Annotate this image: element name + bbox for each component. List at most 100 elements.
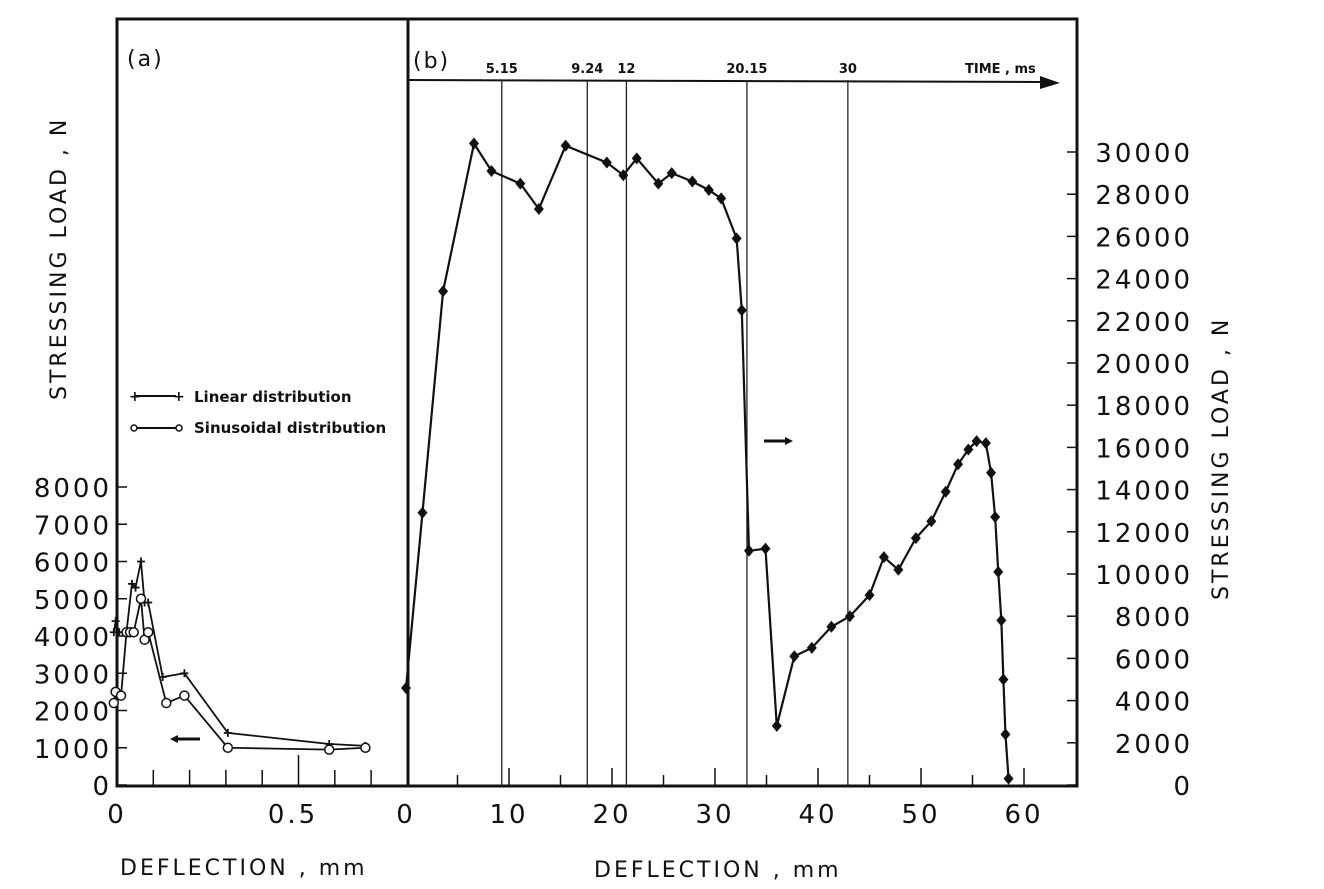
y-tick-label-b: 26000 <box>1095 223 1193 253</box>
legend-item-sinusoidal: Sinusoidal distribution <box>130 419 386 437</box>
diamond-marker <box>618 169 629 182</box>
right-x-axis-label: DEFLECTION , mm <box>594 858 842 883</box>
diamond-marker <box>515 177 526 190</box>
diamond-marker <box>1000 728 1011 741</box>
diamond-marker <box>438 285 449 298</box>
x-tick-label-b: 30 <box>695 800 734 830</box>
y-tick-label-b: 6000 <box>1115 645 1193 675</box>
y-tick-label-a: 8000 <box>34 474 112 504</box>
diamond-marker <box>486 164 497 177</box>
diamond-marker <box>826 620 837 633</box>
panel-a-axes: 0 1000 2000 3000 4000 5000 6000 7000 8000 0 0.5 <box>34 474 372 830</box>
time-marker-label: 12 <box>617 62 635 77</box>
diamond-marker <box>601 156 612 169</box>
y-tick-label-b: 14000 <box>1095 477 1193 507</box>
time-axis: TIME , ms <box>407 62 1060 89</box>
time-marker-label: 9.24 <box>571 62 603 77</box>
svg-text:+: + <box>129 389 141 405</box>
y-tick-label-a: 4000 <box>34 623 112 653</box>
time-marker-label: 30 <box>839 62 857 77</box>
diamond-marker <box>971 435 982 448</box>
diamond-marker <box>743 544 754 557</box>
left-arrow-icon <box>170 735 200 743</box>
y-tick-label-b: 20000 <box>1095 350 1193 380</box>
diamond-marker <box>998 673 1009 686</box>
series-line <box>112 598 366 751</box>
circle-marker <box>323 744 335 755</box>
x-tick-label-a: 0 <box>107 800 127 830</box>
circle-marker <box>179 690 190 701</box>
y-tick-label-a: 6000 <box>34 549 112 579</box>
y-tick-label-a: 2000 <box>34 698 112 728</box>
circle-marker <box>108 697 120 709</box>
y-tick-label-a: 1000 <box>34 735 112 765</box>
left-x-axis-label: DEFLECTION , mm <box>120 856 368 881</box>
diamond-marker <box>703 183 714 196</box>
plus-marker <box>144 598 153 607</box>
y-tick-label-b: 28000 <box>1095 181 1193 211</box>
diamond-marker <box>986 466 997 479</box>
diamond-marker <box>864 589 875 602</box>
time-marker-label: 20.15 <box>726 62 767 77</box>
left-y-axis-label: STRESSING LOAD , N <box>47 117 72 400</box>
diamond-marker <box>716 192 727 205</box>
time-markers: 5.15 9.24 12 20.15 30 <box>486 62 857 786</box>
time-arrow-icon <box>1040 76 1060 89</box>
x-tick-label-b: 20 <box>592 800 631 830</box>
diamond-marker <box>910 532 921 545</box>
circle-marker <box>142 627 154 638</box>
diamond-marker <box>560 139 571 152</box>
circle-marker <box>360 742 371 753</box>
x-tick-label-a: 0.5 <box>268 800 318 830</box>
right-arrow-icon <box>764 437 793 445</box>
y-tick-label-b: 12000 <box>1095 519 1193 549</box>
diamond-marker <box>893 563 904 576</box>
y-tick-label-a: 0 <box>92 772 112 802</box>
series-line <box>112 561 366 747</box>
circle-marker <box>161 697 172 709</box>
circle-marker <box>128 627 139 638</box>
circle-marker <box>115 690 127 701</box>
diamond-marker <box>468 137 479 150</box>
diamond-marker <box>666 167 677 180</box>
diamond-marker <box>993 565 1004 578</box>
panel-a-label: (a) <box>127 47 164 72</box>
diamond-marker <box>926 515 937 528</box>
y-tick-label-b: 4000 <box>1115 688 1193 718</box>
legend-label-linear: Linear distribution <box>194 388 352 406</box>
diamond-marker <box>1003 772 1014 785</box>
diamond-marker <box>533 202 544 215</box>
y-tick-label-b: 10000 <box>1095 561 1193 591</box>
legend: + + Linear distribution Sinusoidal distr… <box>129 388 386 437</box>
panel-b-series <box>401 137 1014 785</box>
circle-marker <box>135 593 147 604</box>
diamond-marker <box>990 511 1001 524</box>
y-tick-label-b: 8000 <box>1115 603 1193 633</box>
diamond-marker <box>940 485 951 498</box>
plus-marker <box>180 669 189 678</box>
plus-marker <box>127 579 136 588</box>
plus-marker <box>223 728 232 737</box>
diamond-marker <box>980 437 991 450</box>
diamond-marker <box>844 610 855 623</box>
diamond-marker <box>963 443 974 456</box>
diamond-marker <box>687 175 698 188</box>
x-tick-label-b: 40 <box>798 800 837 830</box>
y-tick-label-a: 5000 <box>34 586 112 616</box>
diamond-marker <box>878 551 889 564</box>
x-tick-label-b: 0 <box>396 800 416 830</box>
svg-text:+: + <box>173 389 185 405</box>
plus-marker <box>131 583 140 592</box>
diamond-marker <box>760 542 771 555</box>
x-tick-label-b: 60 <box>1004 800 1043 830</box>
diamond-marker <box>731 232 742 245</box>
legend-label-sinusoidal: Sinusoidal distribution <box>194 419 386 437</box>
legend-item-linear: + + Linear distribution <box>129 388 352 406</box>
diamond-marker <box>953 458 964 471</box>
y-tick-label-b: 24000 <box>1095 266 1193 296</box>
diamond-marker <box>806 641 817 654</box>
x-tick-label-b: 10 <box>489 800 528 830</box>
y-tick-label-b: 0 <box>1173 772 1193 802</box>
y-tick-label-a: 3000 <box>34 660 112 690</box>
